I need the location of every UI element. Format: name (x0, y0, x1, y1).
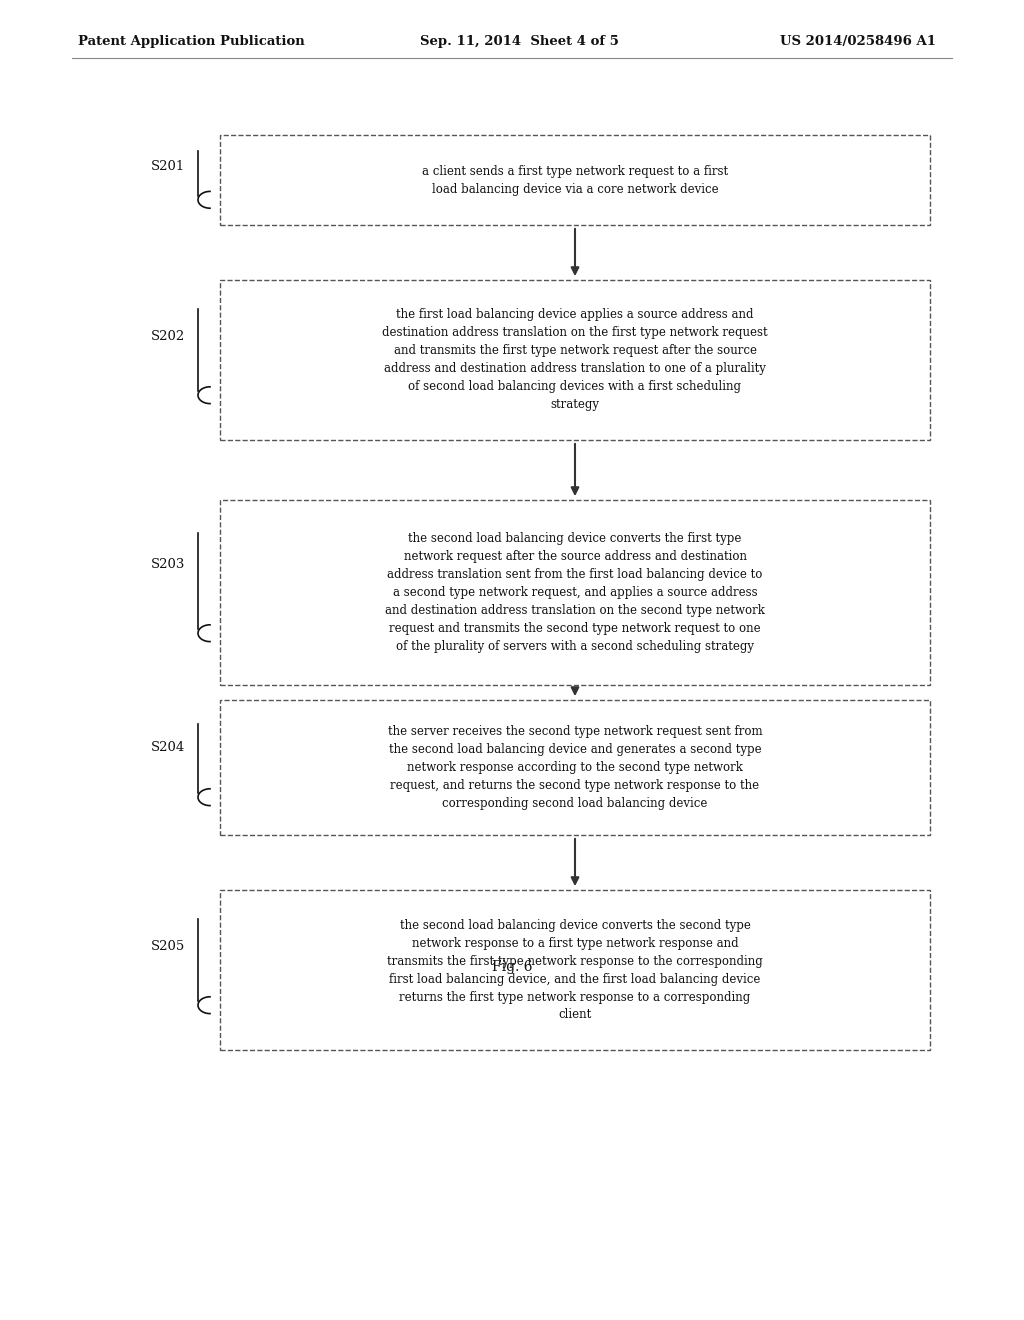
Text: the second load balancing device converts the first type
network request after t: the second load balancing device convert… (385, 532, 765, 653)
Text: S201: S201 (151, 160, 185, 173)
Text: S205: S205 (151, 940, 185, 953)
FancyBboxPatch shape (220, 500, 930, 685)
Text: the server receives the second type network request sent from
the second load ba: the server receives the second type netw… (388, 725, 762, 810)
Text: Sep. 11, 2014  Sheet 4 of 5: Sep. 11, 2014 Sheet 4 of 5 (420, 36, 618, 48)
FancyBboxPatch shape (220, 280, 930, 440)
Text: S204: S204 (151, 741, 185, 754)
Text: US 2014/0258496 A1: US 2014/0258496 A1 (780, 36, 936, 48)
FancyBboxPatch shape (220, 135, 930, 224)
Text: the first load balancing device applies a source address and
destination address: the first load balancing device applies … (382, 309, 768, 412)
FancyBboxPatch shape (220, 890, 930, 1049)
Text: S203: S203 (151, 558, 185, 572)
Text: Fig. 6: Fig. 6 (492, 960, 532, 974)
Text: Patent Application Publication: Patent Application Publication (78, 36, 305, 48)
Text: the second load balancing device converts the second type
network response to a : the second load balancing device convert… (387, 919, 763, 1022)
Text: a client sends a first type network request to a first
load balancing device via: a client sends a first type network requ… (422, 165, 728, 195)
FancyBboxPatch shape (220, 700, 930, 836)
Text: S202: S202 (151, 330, 185, 342)
